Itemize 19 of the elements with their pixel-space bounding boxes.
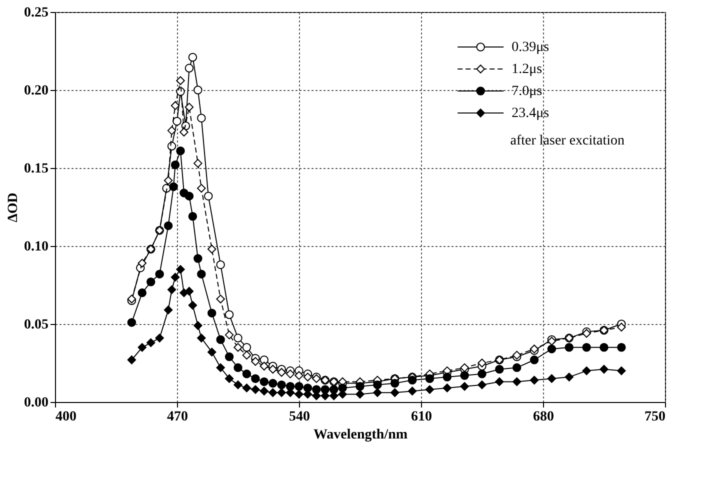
legend-label: 1.2μs [512,62,542,77]
y-axis-title: ΔOD [6,192,21,222]
x-tick-label: 680 [533,410,554,424]
legend-label: 0.39μs [512,40,550,55]
legend-label: 7.0μs [512,84,542,99]
y-tick-label: 0.25 [24,6,48,20]
y-tick-label: 0.05 [24,318,48,332]
y-tick-label: 0.15 [24,162,48,176]
x-tick-label: 540 [289,410,310,424]
x-tick-label: 750 [644,410,666,424]
annotation: after laser excitation [510,134,625,149]
x-tick-label: 470 [167,410,188,424]
y-tick-label: 0.10 [24,240,48,254]
x-axis-title: Wavelength/nm [313,428,408,442]
y-tick-label: 0.00 [24,396,48,410]
legend-label: 23.4μs [512,106,550,121]
x-tick-label: 610 [411,410,432,424]
x-tick-label: 400 [56,410,76,424]
y-tick-label: 0.20 [24,84,48,98]
